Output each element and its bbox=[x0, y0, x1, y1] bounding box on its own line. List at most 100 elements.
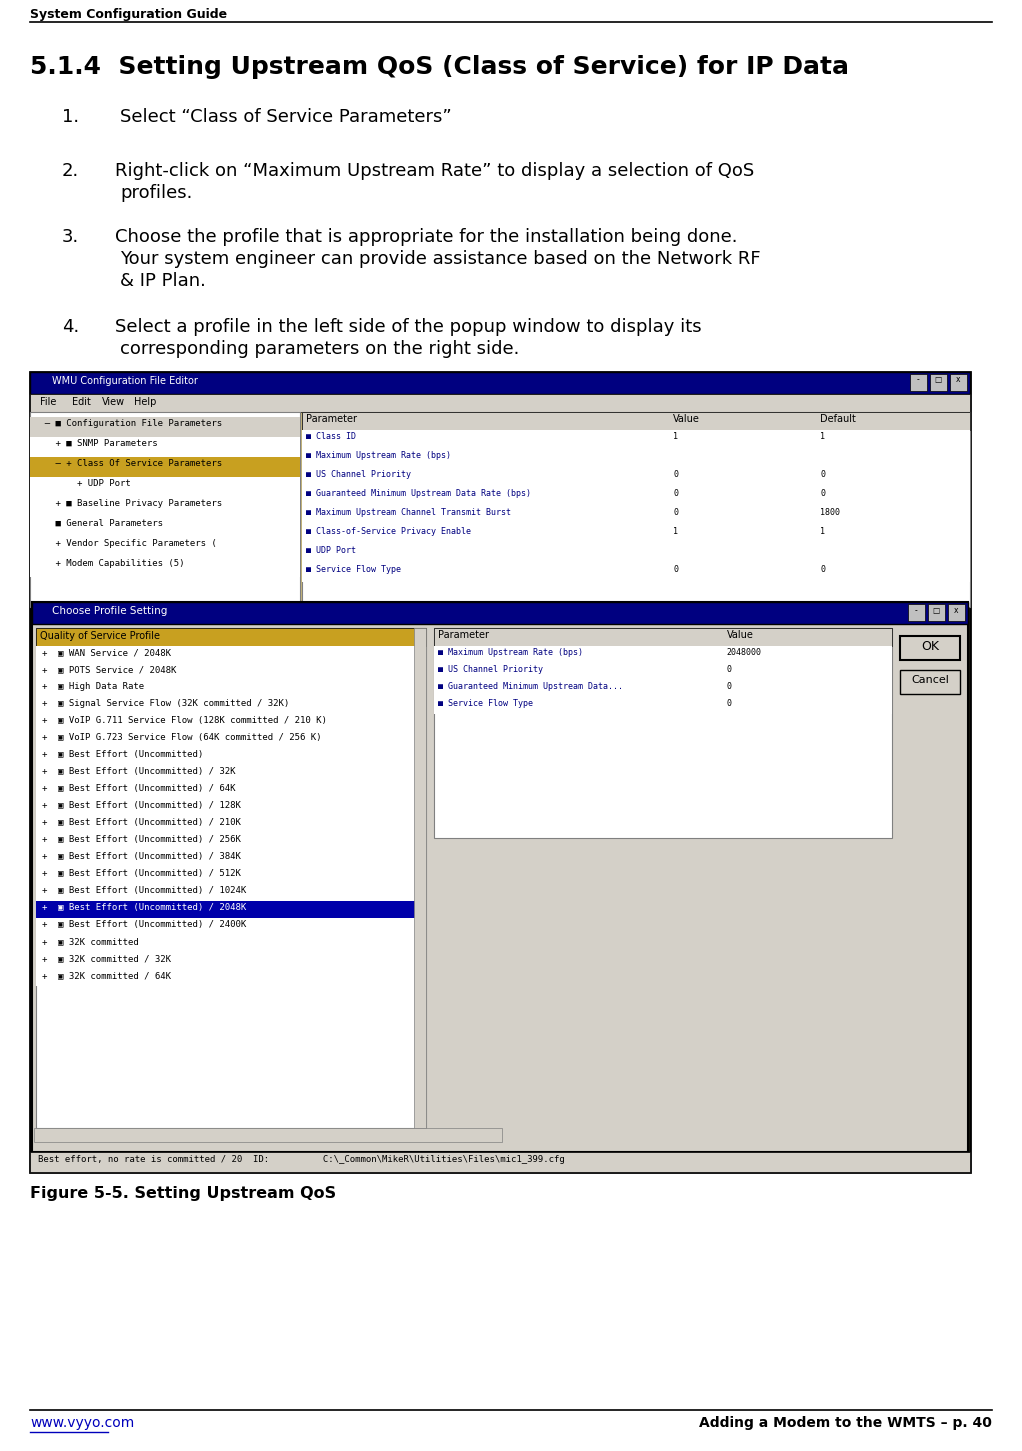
Text: ■ Maximum Upstream Channel Transmit Burst: ■ Maximum Upstream Channel Transmit Burs… bbox=[306, 508, 511, 517]
Bar bbox=[301, 469, 970, 488]
Text: 1: 1 bbox=[673, 527, 679, 535]
Text: ■ Maximum Upstream Rate (bps): ■ Maximum Upstream Rate (bps) bbox=[306, 451, 451, 460]
Text: +  ▣ Best Effort (Uncommitted) / 2400K: + ▣ Best Effort (Uncommitted) / 2400K bbox=[42, 920, 246, 929]
Bar bbox=[301, 412, 970, 607]
Text: 0: 0 bbox=[821, 470, 826, 479]
Bar bbox=[948, 604, 965, 621]
Text: 4.: 4. bbox=[62, 318, 80, 337]
Bar bbox=[36, 850, 426, 868]
Text: 0: 0 bbox=[673, 470, 679, 479]
Bar bbox=[434, 681, 892, 696]
Text: WMU Configuration File Editor: WMU Configuration File Editor bbox=[52, 376, 198, 386]
Text: +  ▣ Best Effort (Uncommitted) / 384K: + ▣ Best Effort (Uncommitted) / 384K bbox=[42, 852, 241, 860]
Text: ■ Service Flow Type: ■ Service Flow Type bbox=[438, 699, 533, 708]
Bar bbox=[36, 901, 426, 918]
Bar bbox=[36, 663, 426, 681]
Bar bbox=[30, 416, 300, 437]
Text: Select “Class of Service Parameters”: Select “Class of Service Parameters” bbox=[120, 107, 452, 126]
Text: Edit: Edit bbox=[72, 398, 91, 406]
Text: Value: Value bbox=[673, 414, 700, 424]
Text: +  ▣ Best Effort (Uncommitted) / 512K: + ▣ Best Effort (Uncommitted) / 512K bbox=[42, 869, 241, 878]
Text: +  ▣ Best Effort (Uncommitted) / 128K: + ▣ Best Effort (Uncommitted) / 128K bbox=[42, 801, 241, 810]
Bar bbox=[36, 884, 426, 901]
Bar bbox=[36, 731, 426, 749]
Text: 1800: 1800 bbox=[821, 508, 840, 517]
Text: www.vyyo.com: www.vyyo.com bbox=[30, 1416, 134, 1431]
Text: +  ▣ High Data Rate: + ▣ High Data Rate bbox=[42, 682, 144, 691]
Bar bbox=[434, 628, 892, 646]
Text: 0: 0 bbox=[673, 489, 679, 498]
Bar bbox=[301, 506, 970, 525]
Text: Quality of Service Profile: Quality of Service Profile bbox=[40, 631, 160, 641]
Bar bbox=[434, 628, 892, 839]
Bar bbox=[36, 765, 426, 782]
Text: -: - bbox=[915, 607, 918, 615]
Text: 2.: 2. bbox=[62, 163, 80, 180]
Bar bbox=[30, 437, 300, 457]
Text: 1.: 1. bbox=[62, 107, 79, 126]
Bar bbox=[301, 448, 970, 469]
Text: 0: 0 bbox=[727, 699, 732, 708]
Bar bbox=[30, 1152, 970, 1172]
Bar bbox=[414, 628, 426, 1127]
Text: Cancel: Cancel bbox=[911, 675, 949, 685]
Text: ■ US Channel Priority: ■ US Channel Priority bbox=[306, 470, 411, 479]
Bar bbox=[30, 477, 300, 498]
Bar bbox=[30, 537, 300, 557]
Text: 0: 0 bbox=[727, 665, 732, 675]
Bar bbox=[36, 800, 426, 815]
Text: View: View bbox=[102, 398, 125, 406]
Text: +  ▣ VoIP G.723 Service Flow (64K committed / 256 K): + ▣ VoIP G.723 Service Flow (64K committ… bbox=[42, 733, 322, 741]
Text: x: x bbox=[956, 374, 961, 385]
Text: 0: 0 bbox=[727, 682, 732, 691]
Text: ■ Service Flow Type: ■ Service Flow Type bbox=[306, 564, 401, 575]
Text: +  ▣ Best Effort (Uncommitted) / 1024K: + ▣ Best Effort (Uncommitted) / 1024K bbox=[42, 887, 246, 895]
Bar bbox=[36, 918, 426, 934]
Text: ■ Class ID: ■ Class ID bbox=[306, 432, 356, 441]
Text: profiles.: profiles. bbox=[120, 184, 192, 202]
Text: 1: 1 bbox=[821, 432, 826, 441]
Text: +  ▣ Best Effort (Uncommitted): + ▣ Best Effort (Uncommitted) bbox=[42, 750, 203, 759]
Bar bbox=[301, 563, 970, 582]
Text: + ■ Baseline Privacy Parameters: + ■ Baseline Privacy Parameters bbox=[34, 499, 222, 508]
Bar bbox=[36, 782, 426, 800]
Text: Your system engineer can provide assistance based on the Network RF: Your system engineer can provide assista… bbox=[120, 250, 760, 268]
Bar bbox=[36, 646, 426, 663]
Bar bbox=[900, 636, 960, 660]
Bar bbox=[36, 868, 426, 884]
Text: +  ▣ Best Effort (Uncommitted) / 32K: + ▣ Best Effort (Uncommitted) / 32K bbox=[42, 768, 235, 776]
Text: + Modem Capabilities (5): + Modem Capabilities (5) bbox=[34, 559, 185, 567]
Text: ■ General Parameters: ■ General Parameters bbox=[34, 519, 162, 528]
Bar bbox=[30, 517, 300, 537]
Text: 0: 0 bbox=[673, 508, 679, 517]
Bar bbox=[36, 952, 426, 969]
Text: ■ US Channel Priority: ■ US Channel Priority bbox=[438, 665, 543, 675]
Text: +  ▣ WAN Service / 2048K: + ▣ WAN Service / 2048K bbox=[42, 649, 171, 657]
Bar bbox=[30, 498, 300, 517]
Text: 0: 0 bbox=[821, 489, 826, 498]
Text: 0: 0 bbox=[673, 564, 679, 575]
Text: 1: 1 bbox=[673, 432, 679, 441]
Bar bbox=[32, 602, 968, 624]
Text: Value: Value bbox=[727, 630, 753, 640]
Text: Choose Profile Setting: Choose Profile Setting bbox=[52, 607, 168, 617]
Bar bbox=[36, 934, 426, 952]
Text: Right-click on “Maximum Upstream Rate” to display a selection of QoS: Right-click on “Maximum Upstream Rate” t… bbox=[115, 163, 754, 180]
Text: 0: 0 bbox=[821, 564, 826, 575]
Bar bbox=[36, 628, 426, 646]
Text: 5.1.4  Setting Upstream QoS (Class of Service) for IP Data: 5.1.4 Setting Upstream QoS (Class of Ser… bbox=[30, 55, 849, 78]
Bar bbox=[30, 395, 970, 412]
Bar bbox=[900, 670, 960, 694]
Text: +  ▣ Best Effort (Uncommitted) / 210K: + ▣ Best Effort (Uncommitted) / 210K bbox=[42, 818, 241, 827]
Text: Select a profile in the left side of the popup window to display its: Select a profile in the left side of the… bbox=[115, 318, 702, 337]
Bar bbox=[434, 696, 892, 714]
Bar bbox=[32, 602, 968, 1152]
Bar bbox=[36, 749, 426, 765]
Text: □: □ bbox=[934, 374, 941, 385]
Bar bbox=[36, 815, 426, 833]
Text: Best effort, no rate is committed / 20  ID:          C:\_Common\MikeR\Utilities\: Best effort, no rate is committed / 20 I… bbox=[38, 1155, 565, 1164]
Bar bbox=[30, 412, 300, 607]
Text: 2048000: 2048000 bbox=[727, 649, 761, 657]
Bar bbox=[950, 374, 967, 390]
Bar bbox=[301, 429, 970, 448]
